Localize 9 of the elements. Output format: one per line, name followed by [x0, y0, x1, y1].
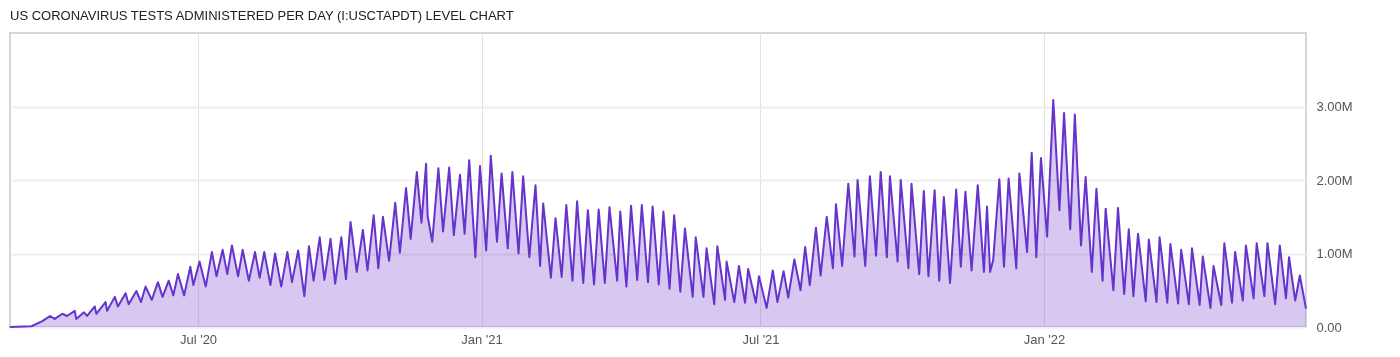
y-tick-label: 3.00M [1316, 99, 1353, 114]
y-tick-label: 1.00M [1316, 246, 1353, 261]
x-tick-label: Jan '21 [461, 331, 503, 347]
x-tick-label: Jul '20 [179, 331, 218, 347]
x-tick-label: Jul '21 [742, 331, 780, 347]
x-tick-label: Jan '22 [1023, 331, 1066, 347]
y-tick-label: 2.00M [1316, 172, 1353, 188]
chart-title: US CORONAVIRUS TESTS ADMINISTERED PER DAY (I:USCTAPDT) LEVEL CHART [10, 8, 514, 23]
y-tick-label: 0.00 [1316, 319, 1342, 335]
